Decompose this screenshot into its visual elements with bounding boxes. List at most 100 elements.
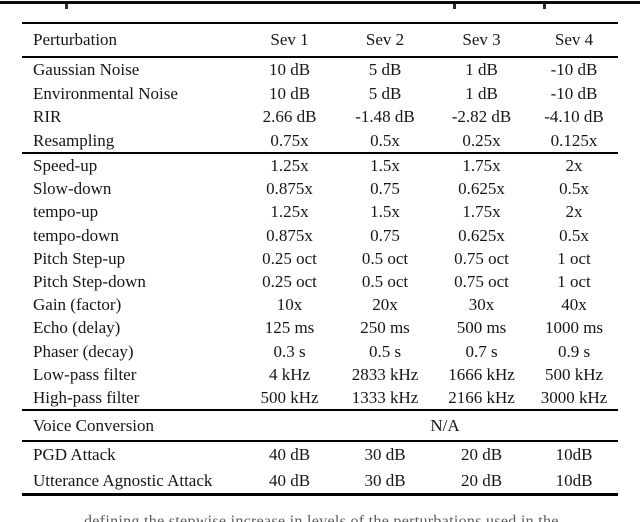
cell-value: 0.25 oct	[262, 248, 317, 268]
table-row-low-pass-filter: Low-pass filter 4 kHz 2833 kHz 1666 kHz 500 …	[22, 363, 618, 386]
cell-value: 2.66 dB	[262, 107, 317, 126]
table-row-pitch-step-up: Pitch Step-up 0.25 oct 0.5 oct 0.75 oct 1 oc…	[22, 247, 618, 270]
cell-value: 40 dB	[242, 440, 337, 468]
cell-value: 0.75	[370, 225, 400, 245]
cell-value: 1.25x	[270, 202, 309, 222]
row-label: Environmental Noise	[33, 83, 178, 103]
cell-value: 125 ms	[264, 318, 315, 338]
cell-value: 0.875x	[266, 179, 313, 199]
row-label: Gaussian Noise	[33, 60, 140, 79]
cell-value: 1 oct	[557, 248, 591, 268]
table-row-high-pass-filter: High-pass filter 500 kHz 1333 kHz 2166 kHz 3…	[22, 386, 618, 410]
cell-value: 2166 kHz	[448, 388, 515, 408]
cell-value: 20 dB	[460, 470, 503, 490]
col-header-sev2: Sev 2	[365, 30, 405, 49]
col-header-sev1: Sev 1	[270, 30, 309, 49]
row-label: PGD Attack	[22, 440, 242, 468]
perturbation-severity-table: Perturbation Sev 1 Sev 2 Sev 3 Sev 4 Gau…	[22, 22, 618, 497]
cell-value: -10 dB	[550, 60, 598, 79]
cell-value: 10dB	[555, 470, 593, 490]
row-label: Gain (factor)	[33, 295, 122, 315]
cell-value: 0.125x	[550, 130, 598, 150]
cell-value: 0.5x	[559, 179, 589, 199]
cell-value: 2x	[565, 202, 583, 222]
table-row-gaussian-noise: Gaussian Noise 10 dB 5 dB 1 dB -10 dB	[22, 57, 618, 82]
table-row-rir: RIR 2.66 dB -1.48 dB -2.82 dB -4.10 dB	[22, 105, 618, 129]
row-label: tempo-up	[33, 202, 99, 222]
cell-value: 10 dB	[268, 83, 311, 103]
cell-value: 250 ms	[360, 318, 410, 338]
cell-value: 10 dB	[268, 60, 311, 79]
cell-value: 2833 kHz	[351, 364, 419, 384]
cell-value: 0.75 oct	[454, 248, 509, 268]
cell-value: 0.9 s	[557, 341, 591, 361]
table-row-phaser-decay-: Phaser (decay) 0.3 s 0.5 s 0.7 s 0.9 s	[22, 340, 618, 363]
table-row-gain-factor-: Gain (factor) 10x 20x 30x 40x	[22, 293, 618, 316]
table-row-utterance-agnostic-attack: Utterance Agnostic Attack 40 dB 30 dB 20 dB…	[22, 468, 618, 495]
clipped-glyph-descender	[65, 4, 68, 9]
cell-value: -4.10 dB	[544, 107, 604, 126]
table-row-pitch-step-down: Pitch Step-down 0.25 oct 0.5 oct 0.75 oct 1 …	[22, 270, 618, 293]
cell-value: 0.75	[370, 179, 400, 199]
cell-value: 0.625x	[458, 225, 505, 245]
cell-value: 5 dB	[368, 60, 402, 79]
row-label: Pitch Step-down	[33, 272, 146, 292]
cell-value: 1 oct	[557, 272, 591, 292]
cell-value: 0.5 s	[368, 341, 402, 361]
cell-value: 500 kHz	[544, 364, 604, 384]
cell-value: -10 dB	[550, 83, 598, 103]
row-label: Speed-up	[22, 151, 242, 178]
table-row-voice-conversion: Voice Conversion N/A	[22, 409, 618, 442]
row-label: Echo (delay)	[33, 318, 121, 338]
cell-value: 10x	[276, 295, 303, 315]
cell-value: 0.625x	[458, 179, 505, 199]
cell-value: 1.5x	[337, 151, 433, 178]
cell-value: 1666 kHz	[448, 364, 515, 384]
cell-value: 1333 kHz	[351, 388, 419, 408]
cell-value: 30 dB	[364, 470, 406, 490]
cell-value: 0.25 oct	[262, 272, 317, 292]
cell-value: 0.75x	[270, 130, 309, 150]
clipped-glyph-descender	[453, 4, 456, 9]
cell-value: 40x	[561, 295, 587, 315]
row-label: High-pass filter	[33, 388, 140, 408]
cell-value: 1000 ms	[544, 318, 604, 338]
table-row-environmental-noise: Environmental Noise 10 dB 5 dB 1 dB -10 dB	[22, 82, 618, 106]
cell-value: 500 ms	[456, 318, 507, 338]
cell-value: 500 kHz	[260, 388, 319, 408]
cell-value: 1.25x	[242, 151, 337, 178]
row-span-value: N/A	[242, 409, 618, 442]
col-header-sev4: Sev 4	[554, 30, 594, 49]
cell-value: 30 dB	[337, 440, 433, 468]
cell-value: 1.5x	[370, 202, 400, 222]
cell-value: -2.82 dB	[451, 107, 512, 126]
cell-value: 3000 kHz	[540, 388, 608, 408]
cell-value: 0.75 oct	[454, 272, 509, 292]
row-label: tempo-down	[33, 225, 119, 245]
cell-value: 2x	[530, 151, 618, 178]
cell-value: 40 dB	[268, 470, 311, 490]
cell-value: 30x	[468, 295, 495, 315]
cell-value: 20 dB	[433, 440, 530, 468]
cell-value: 1.75x	[433, 151, 530, 178]
row-label: RIR	[33, 107, 62, 126]
cell-value: 0.7 s	[465, 341, 498, 361]
row-label: Low-pass filter	[33, 364, 137, 384]
cell-value: 0.5 oct	[361, 272, 409, 292]
clipped-glyph-descender	[543, 4, 546, 9]
table-row-echo-delay-: Echo (delay) 125 ms 250 ms 500 ms 1000 ms	[22, 316, 618, 339]
cell-value: 20x	[372, 295, 398, 315]
row-label: Utterance Agnostic Attack	[33, 470, 213, 490]
cell-value: 0.875x	[266, 225, 313, 245]
row-label: Slow-down	[33, 179, 112, 199]
cell-value: 0.5x	[559, 225, 589, 245]
clipped-caption-bottom: defining the stepwise increase in levels…	[84, 513, 559, 522]
cell-value: 4 kHz	[268, 364, 311, 384]
cell-value: 0.25x	[462, 130, 501, 150]
clipped-content-top-rule	[0, 1, 640, 4]
row-label: Phaser (decay)	[33, 341, 134, 361]
table-row-speed-up: Speed-up 1.25x 1.5x 1.75x 2x	[22, 151, 618, 178]
cell-value: 10dB	[530, 440, 618, 468]
table-body: Gaussian Noise 10 dB 5 dB 1 dB -10 dB Environ…	[22, 57, 618, 495]
